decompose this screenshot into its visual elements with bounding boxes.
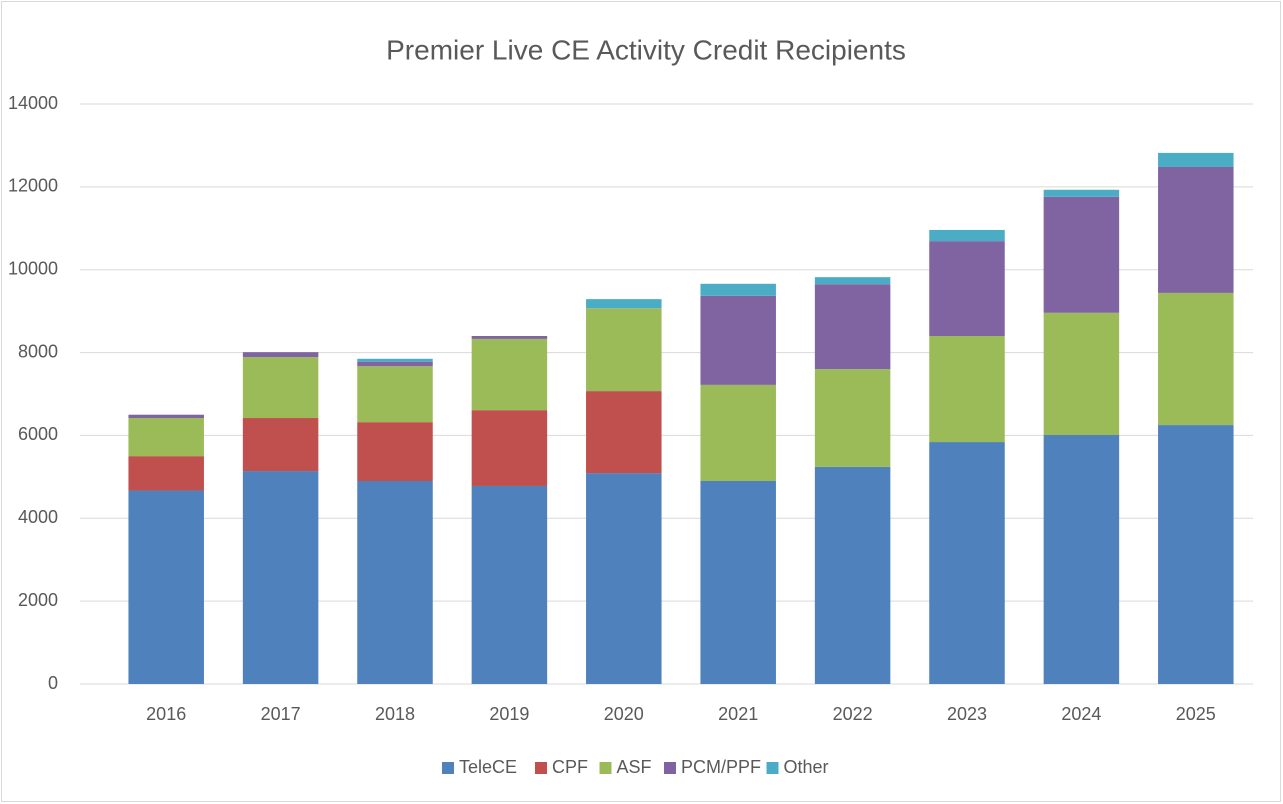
bar-segment [242,352,319,358]
bar-segment [929,241,1005,336]
y-tick-label: 2000 [18,590,58,610]
y-tick-label: 8000 [18,341,58,361]
x-tick-label: 2023 [947,704,987,724]
bar-segment [1043,196,1120,313]
legend-label: CPF [552,757,588,777]
bar-segment [700,295,776,385]
legend-label: ASF [617,757,652,777]
bar-segment [700,481,776,684]
bar-segment [586,308,662,392]
legend-label: TeleCE [459,757,517,777]
bar-segment [586,473,662,684]
bar-segment [357,366,433,423]
x-tick-label: 2018 [375,704,415,724]
bar-segment [471,485,548,684]
bar-segment [586,299,662,309]
y-tick-label: 0 [48,673,58,693]
x-tick-label: 2022 [833,704,873,724]
bar-segment [1158,152,1234,167]
x-tick-label: 2016 [146,704,186,724]
x-tick-label: 2019 [489,704,529,724]
bar-segment [357,481,433,684]
bar-segment [357,361,433,367]
bar-segment [814,369,891,467]
x-tick-label: 2024 [1061,704,1101,724]
bar-segment [929,336,1005,443]
bar-segment [700,283,776,296]
bar-segment [1043,189,1120,197]
bar-segment [1158,292,1234,426]
bar-segment [242,471,319,684]
y-tick-label: 10000 [8,258,58,278]
bar-segment [814,284,891,370]
bar-segment [242,418,319,472]
bar-segment [471,336,548,339]
bar-segment [471,410,548,486]
bar-segment [1043,312,1120,436]
bar-segment [242,357,319,419]
legend-swatch [664,762,676,774]
x-tick-label: 2025 [1176,704,1216,724]
bar-segment [357,358,433,362]
bar-segment [357,422,433,481]
chart-title: Premier Live CE Activity Credit Recipien… [386,34,906,65]
y-tick-label: 12000 [8,176,58,196]
legend-label: PCM/PPF [681,757,761,777]
bar-segment [1158,166,1234,293]
x-tick-label: 2017 [261,704,301,724]
legend-label: Other [784,757,829,777]
bar-segment [1158,425,1234,684]
y-tick-label: 14000 [8,93,58,113]
bar-segment [586,391,662,474]
legend-swatch [442,762,454,774]
bar-segment [814,466,891,684]
y-tick-label: 4000 [18,507,58,527]
x-tick-label: 2021 [718,704,758,724]
legend-swatch [599,762,612,774]
bar-segment [1043,435,1120,684]
y-tick-label: 6000 [18,424,58,444]
legend-swatch [766,762,779,774]
bar-segment [128,418,204,457]
bar-segment [929,229,1005,242]
bar-segment [471,338,548,411]
x-tick-label: 2020 [604,704,644,724]
bar-segment [128,414,204,419]
bar-segment [128,456,204,491]
bar-segment [700,384,776,481]
bar-segment [814,277,891,285]
bar-segment [929,442,1005,684]
legend-swatch [535,762,547,774]
bar-segment [128,490,204,684]
